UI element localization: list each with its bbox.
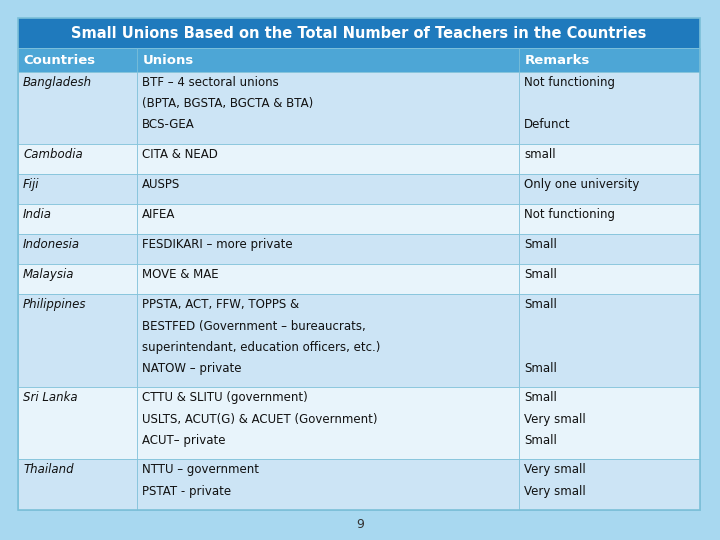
Bar [138,234,519,264]
Text: NTTU – government: NTTU – government [143,463,259,476]
Bar [138,388,519,460]
Text: Thailand: Thailand [23,463,73,476]
Text: Bangladesh: Bangladesh [23,76,92,89]
Bar [519,460,700,510]
Text: Not functioning: Not functioning [524,76,616,89]
Bar [18,72,138,144]
Text: Only one university: Only one university [524,178,639,191]
Text: Very small: Very small [524,413,586,426]
Bar [18,204,138,234]
Text: Very small: Very small [524,463,586,476]
Bar [519,388,700,460]
Text: MOVE & MAE: MOVE & MAE [143,268,219,281]
Text: CITA & NEAD: CITA & NEAD [143,148,218,161]
Bar [138,174,519,204]
Text: FESDIKARI – more private: FESDIKARI – more private [143,238,293,251]
Text: Defunct: Defunct [524,118,571,131]
Text: NATOW – private: NATOW – private [143,362,242,375]
Bar [18,48,138,72]
Bar [18,18,700,48]
Text: PPSTA, ACT, FFW, TOPPS &: PPSTA, ACT, FFW, TOPPS & [143,299,300,312]
Text: BTF – 4 sectoral unions: BTF – 4 sectoral unions [143,76,279,89]
Text: Small: Small [524,299,557,312]
Bar [519,204,700,234]
Text: AIFEA: AIFEA [143,208,176,221]
Text: Small: Small [524,268,557,281]
Text: CTTU & SLITU (government): CTTU & SLITU (government) [143,392,308,404]
Bar [519,174,700,204]
Text: Very small: Very small [524,484,586,497]
Text: ACUT– private: ACUT– private [143,434,226,447]
Text: Indonesia: Indonesia [23,238,80,251]
Text: Philippines: Philippines [23,299,86,312]
Bar [138,204,519,234]
Bar [18,264,138,294]
Bar [138,460,519,510]
Bar [18,294,138,388]
Text: Small: Small [524,238,557,251]
Bar [519,264,700,294]
Text: Countries: Countries [23,53,95,66]
Text: India: India [23,208,52,221]
Text: Small: Small [524,434,557,447]
Text: Cambodia: Cambodia [23,148,83,161]
Text: BESTFED (Government – bureaucrats,: BESTFED (Government – bureaucrats, [143,320,366,333]
Text: Malaysia: Malaysia [23,268,74,281]
Bar [18,388,138,460]
Text: Small Unions Based on the Total Number of Teachers in the Countries: Small Unions Based on the Total Number o… [71,25,647,40]
Text: Not functioning: Not functioning [524,208,616,221]
Text: 9: 9 [356,518,364,531]
Text: Small: Small [524,392,557,404]
Text: AUSPS: AUSPS [143,178,181,191]
Bar [519,48,700,72]
Text: superintendant, education officers, etc.): superintendant, education officers, etc.… [143,341,381,354]
Text: BCS-GEA: BCS-GEA [143,118,195,131]
Text: USLTS, ACUT(G) & ACUET (Government): USLTS, ACUT(G) & ACUET (Government) [143,413,378,426]
Bar [519,294,700,388]
Text: (BPTA, BGSTA, BGCTA & BTA): (BPTA, BGSTA, BGCTA & BTA) [143,97,314,110]
Text: small: small [524,148,556,161]
Bar [18,144,138,174]
Bar [18,174,138,204]
Bar [138,48,519,72]
Bar [138,264,519,294]
Text: Remarks: Remarks [524,53,590,66]
Bar [138,72,519,144]
Text: Unions: Unions [143,53,194,66]
Text: Fiji: Fiji [23,178,40,191]
Bar [519,144,700,174]
Bar [18,234,138,264]
Text: PSTAT - private: PSTAT - private [143,484,231,497]
Bar [519,234,700,264]
Text: Small: Small [524,362,557,375]
Text: Sri Lanka: Sri Lanka [23,392,78,404]
Bar [519,72,700,144]
Bar [138,144,519,174]
Bar [138,294,519,388]
Bar [18,460,138,510]
